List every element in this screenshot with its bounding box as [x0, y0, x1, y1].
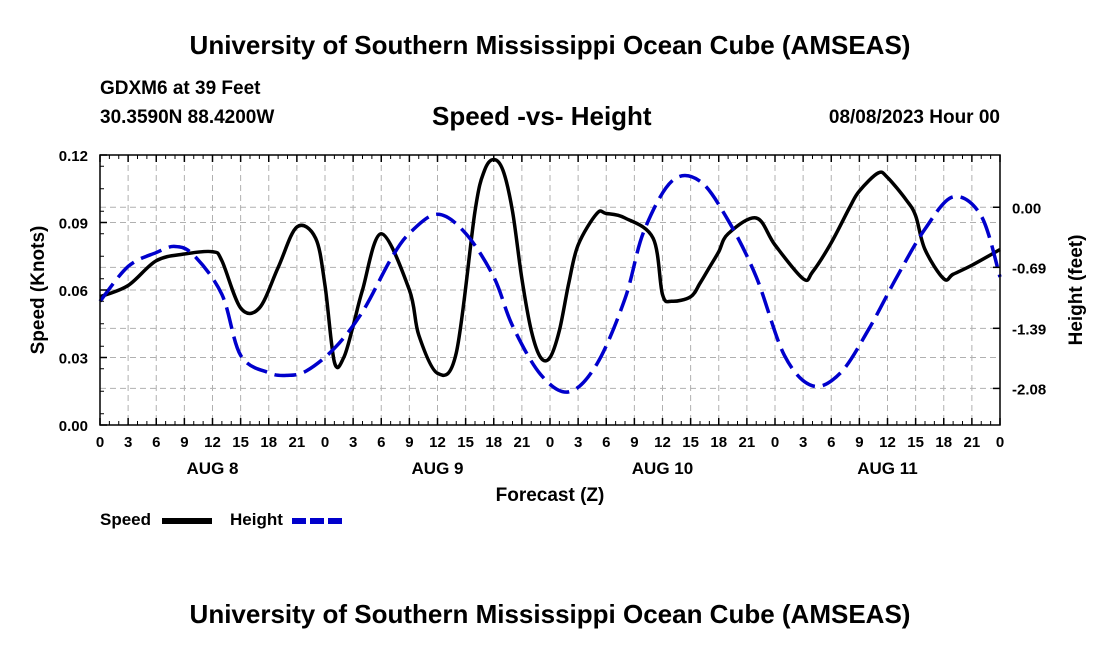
y-tick-label: 0.03	[59, 351, 88, 368]
y-tick-label: 0.06	[59, 283, 88, 300]
y2-axis-title: Height (feet)	[1066, 235, 1087, 346]
x-day-label: AUG 10	[632, 459, 693, 478]
x-tick-label: 0	[546, 434, 554, 451]
x-tick-label: 3	[574, 434, 582, 451]
x-tick-label: 18	[935, 434, 952, 451]
height-series-line	[98, 173, 1002, 394]
y-tick-label: 0.00	[59, 418, 88, 435]
x-tick-label: 6	[602, 434, 610, 451]
x-tick-label: 12	[654, 434, 671, 451]
x-tick-label: 15	[457, 434, 474, 451]
x-tick-label: 6	[152, 434, 160, 451]
y-tick-label: 0.09	[59, 216, 88, 233]
y-tick-label: 0.12	[59, 148, 88, 165]
page-title: University of Southern Mississippi Ocean…	[189, 30, 911, 60]
grid-layer	[100, 155, 1000, 425]
x-tick-label: 12	[429, 434, 446, 451]
x-tick-label: 6	[377, 434, 385, 451]
legend-speed-label: Speed	[100, 510, 152, 529]
x-day-label: AUG 9	[412, 459, 464, 478]
x-tick-label: 21	[964, 434, 981, 451]
x-tick-label: 12	[879, 434, 896, 451]
x-tick-label: 21	[739, 434, 756, 451]
y-axis-title: Speed (Knots)	[28, 226, 49, 355]
x-day-label: AUG 8	[187, 459, 239, 478]
x-tick-label: 9	[855, 434, 863, 451]
x-tick-label: 0	[96, 434, 104, 451]
x-tick-label: 6	[827, 434, 835, 451]
y2-tick-label: -2.08	[1012, 381, 1046, 398]
x-tick-label: 15	[682, 434, 699, 451]
y2-tick-label: 0.00	[1012, 200, 1041, 217]
legend-speed-swatch	[162, 518, 212, 524]
station-name: GDXM6 at 39 Feet	[100, 78, 261, 99]
x-tick-label: 3	[799, 434, 807, 451]
speed-series-line	[99, 157, 1001, 378]
x-tick-label: 12	[204, 434, 221, 451]
x-tick-label: 9	[180, 434, 188, 451]
x-tick-label: 9	[405, 434, 413, 451]
x-tick-label: 0	[321, 434, 329, 451]
x-tick-label: 18	[710, 434, 727, 451]
x-tick-label: 18	[260, 434, 277, 451]
footer-title: University of Southern Mississippi Ocean…	[189, 599, 911, 629]
y2-tick-label: -0.69	[1012, 260, 1046, 277]
y2-tick-label: -1.39	[1012, 321, 1046, 338]
x-tick-label: 0	[996, 434, 1004, 451]
x-axis-title: Forecast (Z)	[496, 485, 605, 506]
x-tick-label: 15	[232, 434, 249, 451]
x-tick-label: 21	[514, 434, 531, 451]
station-coordinates: 30.3590N 88.4200W	[100, 107, 275, 128]
x-tick-label: 21	[289, 434, 306, 451]
label-layer: 0 3 6 9 12 15 18 21 0 3 6 9 12 15 18 21 0 3 6 9 12 15 18 21 0 3 6 9…	[28, 148, 1087, 506]
series-layer	[98, 157, 1002, 394]
x-day-label: AUG 11	[857, 459, 917, 478]
x-tick-label: 0	[771, 434, 779, 451]
x-tick-label: 18	[485, 434, 502, 451]
axis-layer	[99, 154, 1001, 426]
legend-height-label: Height	[230, 510, 283, 529]
forecast-datetime: 08/08/2023 Hour 00	[828, 107, 1000, 128]
x-tick-label: 3	[349, 434, 357, 451]
x-tick-label: 15	[907, 434, 924, 451]
x-tick-label: 3	[124, 434, 132, 451]
legend-height-swatch	[292, 518, 342, 524]
x-tick-label: 9	[630, 434, 638, 451]
chart-subtitle: Speed -vs- Height	[432, 101, 652, 131]
